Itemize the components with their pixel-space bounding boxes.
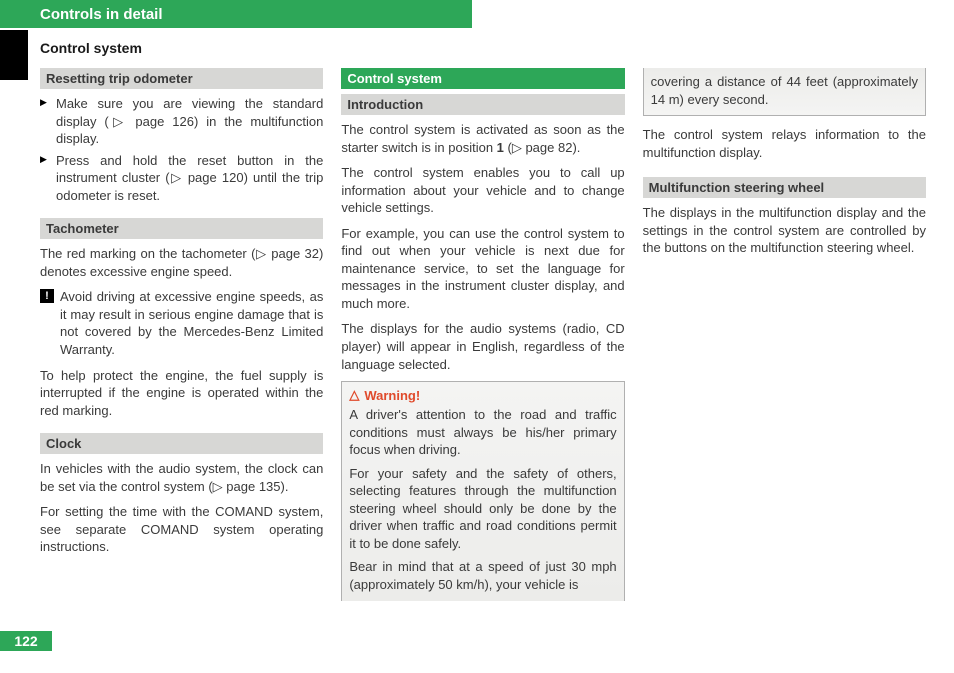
content-columns: Resetting trip odometer Make sure you ar… (40, 68, 926, 623)
heading-tachometer: Tachometer (40, 218, 323, 239)
heading-clock: Clock (40, 433, 323, 454)
trip-odometer-steps: Make sure you are viewing the standard d… (40, 95, 323, 204)
intro-text-1a: The control system is activated as soon … (341, 122, 624, 155)
tachometer-text: The red marking on the tachometer (▷ pag… (40, 245, 323, 280)
warning-block: △ Warning! A driver's attention to the r… (341, 381, 624, 600)
intro-text-3: For example, you can use the control sys… (341, 225, 624, 313)
info-note: ! Avoid driving at excessive engine spee… (40, 288, 323, 358)
section-title: Control system (40, 40, 142, 56)
list-item: Press and hold the reset button in the i… (40, 152, 323, 205)
multifunction-text: The displays in the multifunction displa… (643, 204, 926, 257)
warning-text-1: A driver's attention to the road and tra… (349, 406, 616, 459)
warning-continuation: covering a distance of 44 feet (approxim… (643, 68, 926, 116)
heading-resetting-trip-odometer: Resetting trip odometer (40, 68, 323, 89)
intro-text-2: The control system enables you to call u… (341, 164, 624, 217)
intro-text-1b: (▷ page 82). (504, 140, 580, 155)
column-2: Control system Introduction The control … (341, 68, 624, 623)
page-number: 122 (0, 631, 52, 651)
heading-control-system: Control system (341, 68, 624, 89)
warning-title-row: △ Warning! (349, 387, 616, 403)
side-tab-marker (0, 30, 28, 80)
relay-text: The control system relays information to… (643, 126, 926, 161)
intro-text-1: The control system is activated as soon … (341, 121, 624, 156)
column-3: covering a distance of 44 feet (approxim… (643, 68, 926, 623)
clock-text-2: For setting the time with the COMAND sys… (40, 503, 323, 556)
warning-text-2: For your safety and the safety of others… (349, 465, 616, 553)
header-title: Controls in detail (40, 6, 163, 23)
list-item: Make sure you are viewing the standard d… (40, 95, 323, 148)
info-text: Avoid driving at excessive engine speeds… (60, 288, 323, 358)
intro-text-bold: 1 (497, 140, 504, 155)
clock-text-1: In vehicles with the audio system, the c… (40, 460, 323, 495)
heading-introduction: Introduction (341, 94, 624, 115)
heading-multifunction-wheel: Multifunction steering wheel (643, 177, 926, 198)
warning-icon: △ (349, 387, 359, 403)
info-icon: ! (40, 289, 54, 303)
intro-text-4: The displays for the audio systems (radi… (341, 320, 624, 373)
tachometer-text-2: To help protect the engine, the fuel sup… (40, 367, 323, 420)
warning-text-3: Bear in mind that at a speed of just 30 … (349, 558, 616, 593)
column-1: Resetting trip odometer Make sure you ar… (40, 68, 323, 623)
page-header: Controls in detail (0, 0, 472, 28)
warning-title: Warning! (364, 388, 420, 403)
